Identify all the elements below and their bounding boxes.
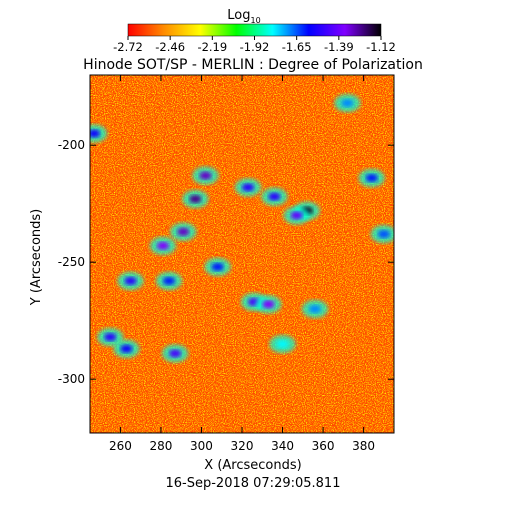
y-tick-label: -200 (58, 138, 85, 152)
colorbar (127, 23, 382, 37)
feature-core (189, 195, 202, 204)
feature-core (290, 211, 303, 220)
x-tick-label: 320 (231, 439, 254, 453)
feature-core (377, 230, 390, 239)
plot-speckle (90, 75, 394, 433)
feature-core (308, 304, 321, 313)
colorbar-tick-label: -1.39 (324, 40, 354, 54)
feature-core (262, 300, 275, 309)
y-axis-ticks: -200 -250 -300 (58, 138, 394, 386)
feature-core (90, 129, 101, 138)
y-axis-label: Y (Arcseconds) (29, 209, 44, 306)
plot-area (90, 75, 394, 433)
colorbar-tick-label: -2.46 (155, 40, 185, 54)
feature-core (365, 173, 378, 182)
feature-core (276, 340, 289, 349)
x-axis-ticks: 260 280 300 320 340 360 380 (109, 75, 375, 453)
colorbar-tick-label: -2.72 (113, 40, 143, 54)
feature-core (177, 227, 190, 236)
feature-core (199, 171, 212, 180)
x-tick-label: 380 (352, 439, 375, 453)
colorbar-tick-label: -1.65 (282, 40, 312, 54)
colorbar-tick-label: -1.92 (240, 40, 270, 54)
y-tick-label: -300 (58, 372, 85, 386)
polarization-features (90, 94, 394, 363)
x-axis-label: X (Arcseconds) (204, 458, 301, 473)
feature-core (169, 349, 182, 358)
colorbar-label: Log10 (227, 8, 260, 25)
feature-core (120, 344, 133, 353)
x-tick-label: 360 (312, 439, 335, 453)
feature-core (163, 276, 176, 285)
feature-core (104, 333, 117, 342)
colorbar-ticks: -2.72 -2.46 -2.19 -1.92 -1.65 -1.39 -1.12 (113, 36, 396, 54)
feature-core (268, 192, 281, 201)
feature-core (156, 241, 169, 250)
x-tick-label: 260 (109, 439, 132, 453)
colorbar-tick-label: -1.12 (366, 40, 396, 54)
chart-title: Hinode SOT/SP - MERLIN : Degree of Polar… (83, 57, 423, 73)
x-tick-label: 280 (149, 439, 172, 453)
feature-core (211, 262, 224, 271)
feature-core (341, 99, 354, 108)
feature-core (124, 276, 137, 285)
colorbar-tick-label: -2.19 (197, 40, 227, 54)
x-tick-label: 300 (190, 439, 213, 453)
chart-subtitle: 16-Sep-2018 07:29:05.811 (166, 476, 341, 491)
feature-core (242, 183, 255, 192)
y-tick-label: -250 (58, 255, 85, 269)
x-tick-label: 340 (271, 439, 294, 453)
